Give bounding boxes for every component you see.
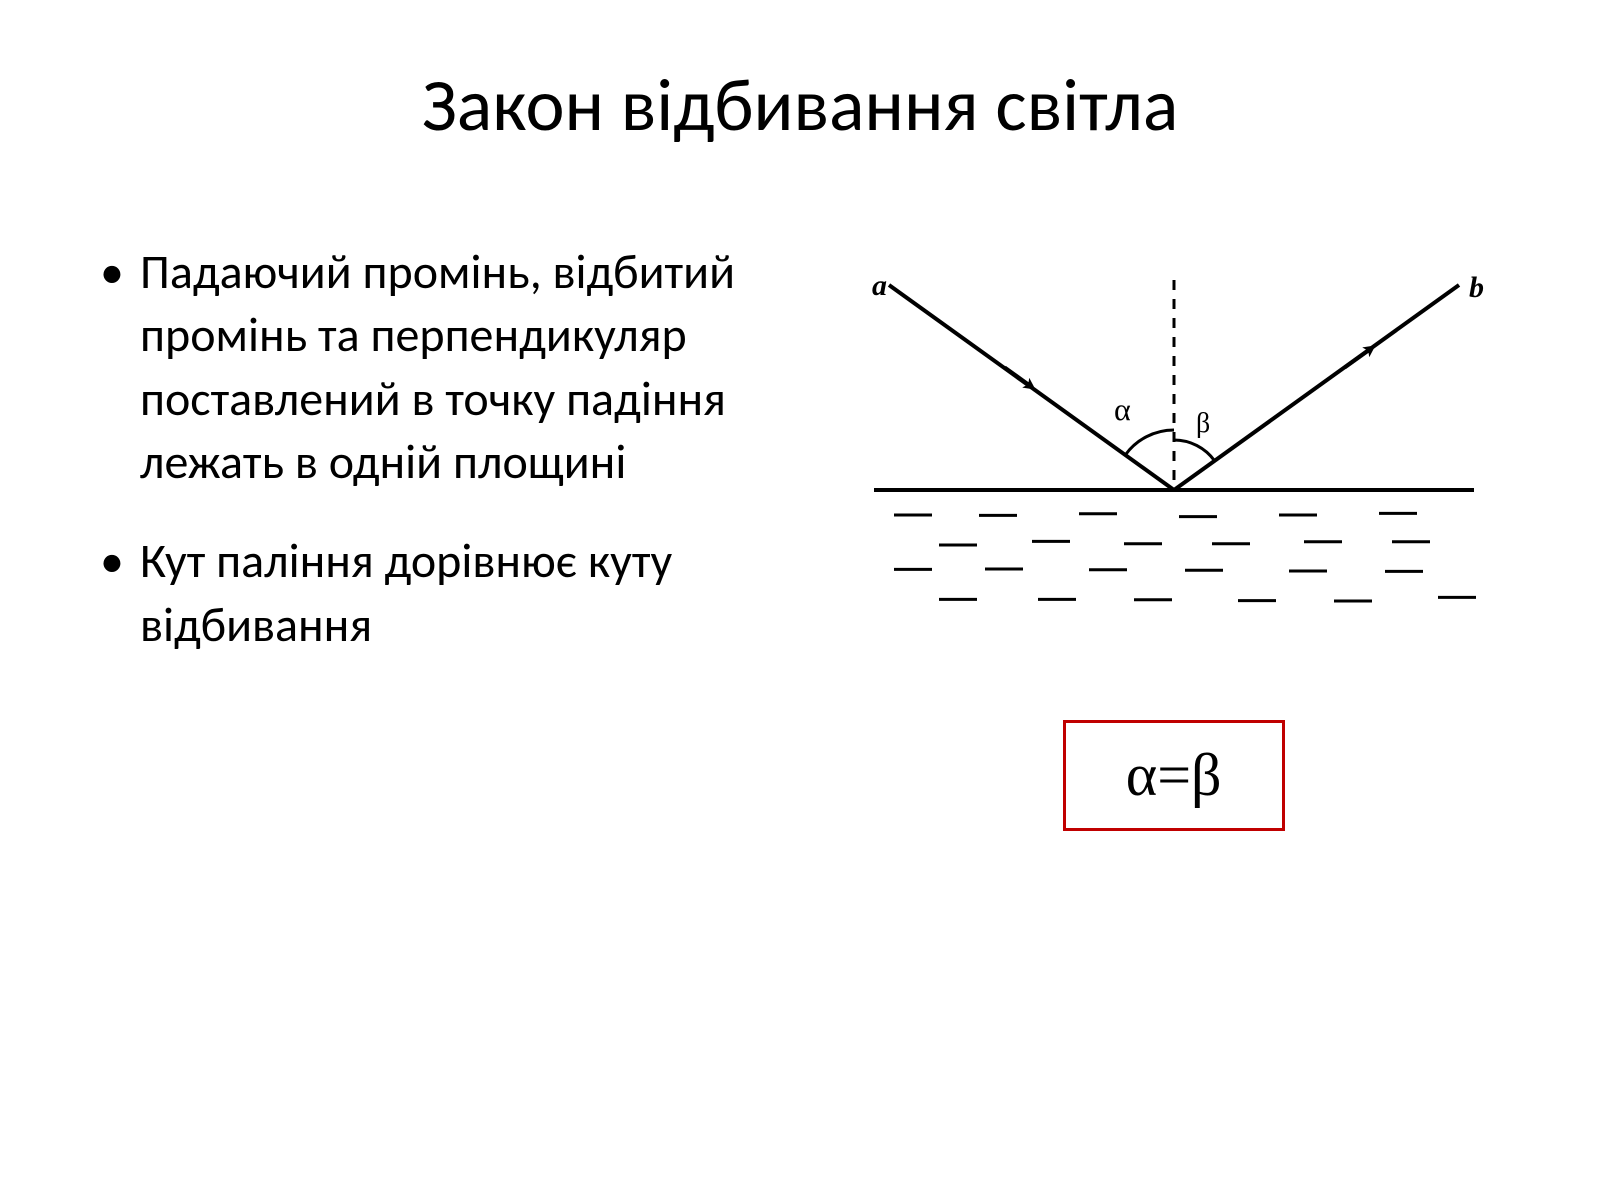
figure-column: a b α β α=β (797, 240, 1550, 831)
svg-text:a: a (872, 269, 887, 302)
formula-box: α=β (1063, 720, 1285, 831)
svg-text:α: α (1114, 391, 1131, 427)
page-title: Закон відбивання світла (90, 60, 1510, 150)
svg-text:β: β (1196, 408, 1210, 439)
list-item: Кут паління дорівнює куту відбивання (90, 529, 757, 656)
reflection-diagram: a b α β (854, 230, 1494, 650)
bullet-list: Падаючий промінь, відбитий промінь та пе… (90, 240, 757, 656)
slide: Закон відбивання світла Падаючий промінь… (0, 0, 1600, 1200)
svg-text:b: b (1469, 271, 1484, 304)
formula-text: α=β (1126, 742, 1222, 808)
text-column: Падаючий промінь, відбитий промінь та пе… (90, 240, 757, 831)
list-item: Падаючий промінь, відбитий промінь та пе… (90, 240, 757, 493)
content-row: Падаючий промінь, відбитий промінь та пе… (90, 240, 1510, 831)
